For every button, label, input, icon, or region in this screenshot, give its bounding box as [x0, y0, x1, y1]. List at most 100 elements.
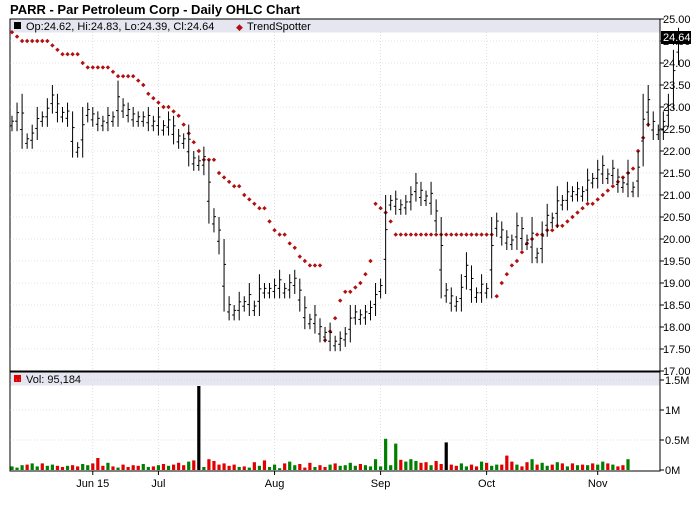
ohlc-bar	[418, 181, 423, 206]
volume-bar	[55, 465, 60, 470]
volume-bar	[197, 386, 201, 470]
volume-bar	[151, 466, 155, 470]
volume-bar	[187, 461, 191, 470]
ohlc-bar	[227, 296, 232, 321]
ohlc-bar	[262, 283, 267, 299]
volume-y-tick-label: 0.5M	[665, 435, 689, 447]
volume-bar	[156, 465, 161, 470]
trendspotter-point	[393, 232, 398, 237]
volume-bar	[161, 464, 166, 470]
volume-bar	[424, 462, 428, 470]
volume-bar	[550, 464, 554, 470]
ohlc-bar	[560, 195, 565, 211]
price-y-tick-label: 19.50	[663, 256, 691, 268]
volume-bar	[429, 465, 433, 470]
trendspotter-point	[50, 43, 55, 48]
ohlc-bar	[605, 168, 610, 184]
ohlc-bar	[277, 269, 282, 299]
trendspotter-point	[590, 201, 595, 206]
volume-bar	[257, 465, 262, 470]
volume-bar	[409, 459, 413, 470]
trendspotter-point	[75, 52, 80, 57]
trendspotter-point	[408, 232, 414, 237]
trendspotter-point	[550, 228, 555, 233]
trendspotter-point	[343, 289, 348, 294]
ohlc-bar	[282, 283, 287, 299]
trendspotter-point	[60, 52, 65, 57]
volume-bar	[323, 467, 327, 470]
ohlc-bar	[40, 111, 45, 127]
volume-bar	[166, 465, 171, 470]
trendspotter-point	[242, 192, 247, 198]
ohlc-bar	[80, 107, 85, 158]
trendspotter-point	[110, 69, 116, 74]
trendspotter-point	[282, 232, 287, 237]
volume-bar	[313, 467, 317, 470]
trendspotter-point	[363, 272, 368, 277]
trendspotter-point	[24, 38, 30, 44]
volume-bar	[580, 464, 585, 470]
ohlc-bar	[252, 300, 257, 316]
volume-bar	[171, 464, 176, 470]
trendspotter-point	[499, 280, 504, 286]
volume-bar	[252, 462, 256, 470]
trendspotter-point	[428, 232, 434, 237]
trendspotter-point	[226, 179, 232, 184]
trendspotter-point	[605, 188, 611, 193]
volume-bar	[45, 465, 49, 470]
trendspotter-point	[176, 113, 181, 118]
trendspotter-point	[348, 289, 353, 294]
volume-bar	[444, 442, 448, 470]
volume-bar	[242, 466, 246, 470]
trendspotter-point	[519, 250, 525, 255]
trendspotter-point	[454, 232, 459, 237]
trendspotter-point	[509, 263, 515, 268]
ohlc-bar	[464, 252, 469, 290]
volume-bar	[136, 465, 140, 470]
trendspotter-point	[368, 258, 373, 264]
trendspotter-point	[14, 34, 20, 39]
volume-bar	[394, 443, 398, 470]
x-tick-label: Nov	[588, 478, 608, 490]
ohlc-bar	[267, 283, 272, 299]
ohlc-bar	[479, 274, 484, 303]
volume-bar	[146, 467, 150, 470]
volume-bar	[464, 466, 469, 470]
ohlc-bar	[50, 85, 55, 114]
ohlc-bar	[585, 168, 590, 202]
volume-bar	[267, 467, 272, 470]
x-tick-label: Aug	[265, 478, 285, 490]
trendspotter-point	[534, 232, 540, 237]
volume-bar	[596, 464, 600, 470]
volume-bar	[50, 464, 54, 470]
ohlc-bar	[358, 309, 363, 325]
ohlc-bar	[636, 151, 641, 198]
volume-bar	[368, 466, 373, 470]
volume-bar	[338, 465, 342, 470]
volume-bar	[479, 461, 484, 470]
volume-bar	[404, 461, 408, 470]
trendspotter-point	[469, 232, 474, 237]
volume-bar	[96, 458, 100, 470]
ohlc-bar	[247, 283, 252, 316]
ohlc-bar	[353, 305, 358, 325]
volume-bar	[318, 465, 322, 470]
ohlc-bar	[333, 335, 338, 352]
last-price-tag: 24.64	[661, 31, 691, 44]
trendspotter-point	[388, 219, 393, 224]
price-y-tick-label: 19.00	[663, 278, 691, 290]
ohlc-bar	[631, 181, 636, 198]
ohlc-bar	[626, 159, 630, 198]
volume-bar	[106, 462, 110, 470]
trendspotter-point	[19, 38, 25, 44]
ohlc-bar	[615, 168, 620, 193]
ohlc-bar	[525, 234, 530, 250]
ohlc-bar	[504, 230, 509, 250]
ohlc-bar	[15, 102, 20, 132]
trendspotter-point	[398, 232, 403, 237]
ohlc-bar	[646, 85, 651, 127]
volume-bar	[378, 466, 383, 470]
ohlc-bar	[131, 107, 136, 127]
ohlc-bar	[65, 102, 70, 127]
volume-bar	[454, 465, 458, 470]
